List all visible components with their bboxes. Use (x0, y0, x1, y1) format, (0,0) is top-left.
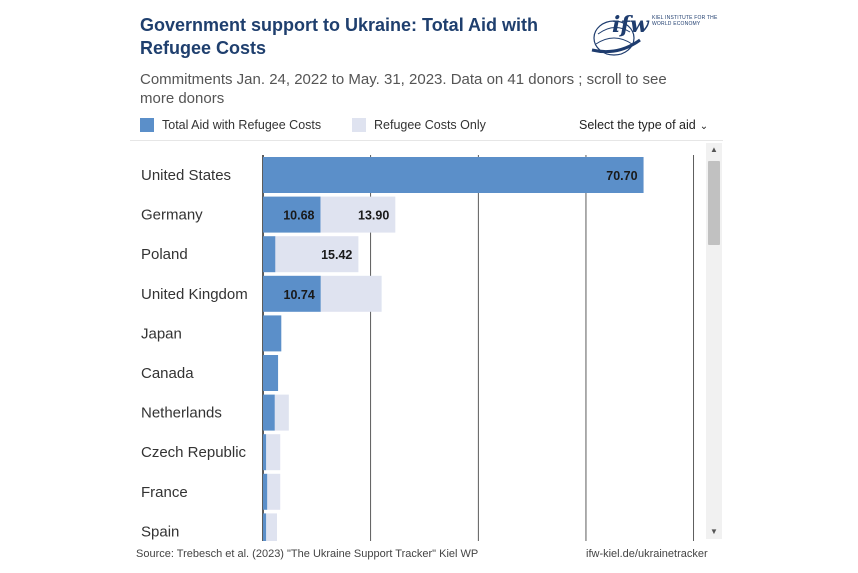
tracker-link[interactable]: ifw-kiel.de/ukrainetracker (586, 548, 708, 560)
category-label: France (141, 484, 188, 501)
bar-refugee (266, 513, 277, 541)
data-label-refugee: 15.42 (321, 248, 352, 262)
data-label-refugee: 13.90 (358, 209, 389, 223)
legend-item-total[interactable]: Total Aid with Refugee Costs (140, 118, 321, 132)
bar-refugee (274, 394, 289, 431)
aid-type-select-label: Select the type of aid (579, 118, 696, 132)
category-label: Netherlands (141, 405, 222, 422)
bar-total (263, 157, 644, 193)
bar-refugee (267, 473, 281, 510)
bar-total (263, 473, 268, 510)
chevron-down-icon: ⌄ (699, 121, 709, 132)
source-note: Source: Trebesch et al. (2023) "The Ukra… (136, 548, 479, 560)
data-label-total: 70.70 (606, 169, 637, 183)
category-label: Japan (141, 325, 182, 342)
chart-subtitle: Commitments Jan. 24, 2022 to May. 31, 20… (140, 71, 667, 107)
data-label-total: 10.68 (283, 209, 314, 223)
scroll-up-arrow-icon[interactable]: ▲ (710, 145, 718, 154)
plot-area[interactable]: United States 70.70 Germany 10.68 13.90 Polan… (130, 140, 723, 541)
category-label: Czech Republic (141, 444, 247, 461)
category-label: Poland (141, 246, 188, 263)
category-label: United States (141, 167, 231, 184)
bar-total (263, 434, 267, 471)
scroll-down-arrow-icon[interactable]: ▼ (710, 527, 718, 536)
aid-type-select[interactable]: Select the type of aid ⌄ (579, 118, 708, 132)
bar-total (263, 236, 276, 273)
bar-refugee (275, 236, 359, 273)
chart-scrollbar[interactable]: ▲ ▼ (706, 143, 722, 539)
bar-total (263, 513, 267, 541)
ifw-logo-globe-icon (591, 20, 641, 56)
logo-subtext: KIEL INSTITUTE FOR THE WORLD ECONOMY (652, 15, 718, 27)
category-label: Canada (141, 365, 194, 382)
bar-total (263, 315, 282, 352)
legend-item-refugee[interactable]: Refugee Costs Only (352, 118, 486, 132)
category-label: Germany (141, 207, 203, 224)
category-label: Spain (141, 523, 179, 540)
legend-label-total: Total Aid with Refugee Costs (162, 118, 322, 132)
bar-refugee (320, 275, 382, 312)
bar-total (263, 394, 275, 431)
scroll-thumb[interactable] (708, 161, 720, 245)
chart-title: Government support to Ukraine: Total Aid… (140, 15, 539, 58)
bar-total (263, 275, 321, 312)
legend-swatch-total (140, 118, 154, 132)
bar-refugee (266, 434, 281, 471)
bar-chart: United States 70.70 Germany 10.68 13.90 Polan… (141, 155, 695, 541)
logo-text: ifw (612, 12, 649, 38)
data-label-total: 10.74 (284, 288, 315, 302)
legend-swatch-refugee (352, 118, 366, 132)
category-label: United Kingdom (141, 286, 248, 303)
bar-total (263, 355, 279, 391)
legend-label-refugee: Refugee Costs Only (374, 118, 486, 132)
bar-total (263, 196, 321, 233)
bar-refugee (320, 196, 396, 233)
